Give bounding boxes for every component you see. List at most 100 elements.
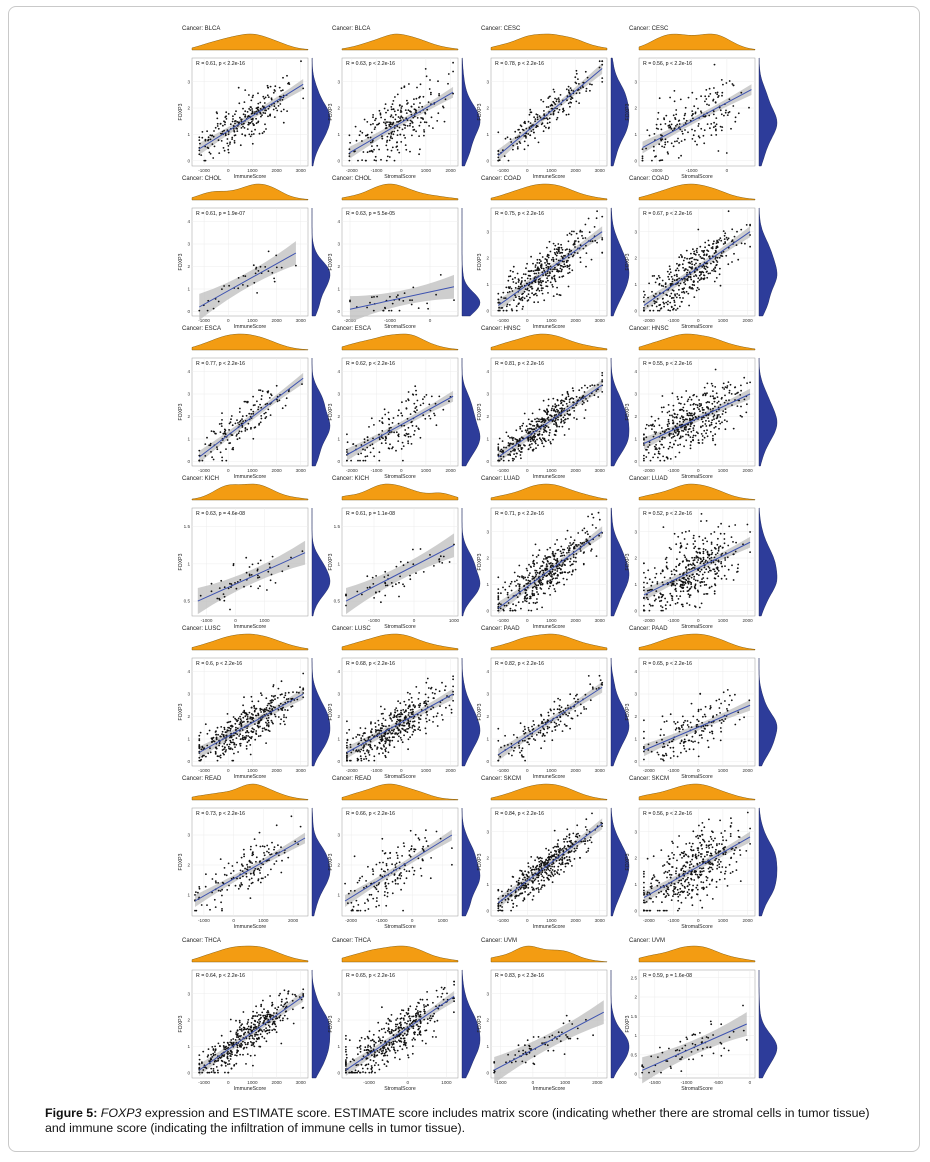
data-point: [688, 575, 691, 577]
data-point: [258, 389, 260, 391]
data-point: [718, 256, 721, 259]
data-point: [369, 444, 372, 447]
data-point: [397, 414, 399, 417]
x-axis-label: StromalScore: [384, 174, 416, 180]
data-point: [370, 131, 373, 134]
data-point: [725, 236, 728, 239]
data-point: [681, 132, 684, 135]
data-point: [687, 292, 690, 295]
data-point: [529, 286, 532, 288]
data-point: [579, 87, 582, 89]
y-tick-label: 2: [187, 106, 190, 111]
data-point: [658, 596, 660, 598]
data-point: [259, 389, 262, 392]
data-point: [441, 681, 443, 684]
data-point: [199, 142, 201, 145]
data-point: [689, 404, 692, 406]
data-point: [570, 98, 572, 101]
data-point: [651, 290, 653, 293]
x-density-curve: [341, 183, 459, 201]
data-point: [713, 590, 716, 593]
data-point: [573, 417, 575, 419]
data-point: [568, 232, 571, 235]
data-point: [664, 141, 667, 144]
data-point: [582, 563, 585, 566]
data-point: [430, 708, 432, 711]
data-point: [711, 246, 714, 248]
data-point: [390, 114, 393, 116]
data-point: [393, 130, 396, 133]
data-point: [538, 433, 541, 435]
data-point: [505, 286, 508, 289]
data-point: [562, 551, 565, 554]
data-point: [690, 278, 693, 281]
data-point: [648, 578, 651, 581]
data-point: [221, 130, 224, 133]
data-point: [206, 732, 209, 735]
data-point: [399, 718, 401, 721]
data-point: [539, 279, 542, 282]
y-tick-label: 2: [634, 414, 637, 419]
data-point: [425, 732, 427, 735]
data-point: [702, 394, 704, 397]
data-point: [510, 141, 513, 143]
data-point: [546, 246, 548, 249]
data-point: [715, 123, 718, 126]
data-point: [534, 602, 537, 605]
data-point: [360, 748, 363, 751]
panel-title: Cancer: COAD: [481, 176, 522, 182]
data-point: [386, 148, 389, 151]
data-point: [396, 720, 398, 723]
x-density-curve: [638, 333, 756, 351]
data-point: [232, 759, 235, 762]
data-point: [521, 424, 524, 427]
data-point: [706, 401, 709, 403]
y-tick-label: 2: [486, 256, 489, 261]
data-point: [651, 428, 653, 430]
data-point: [567, 256, 570, 259]
data-point: [715, 250, 717, 253]
data-point: [690, 586, 693, 588]
data-point: [507, 596, 510, 599]
data-point: [569, 542, 571, 544]
data-point: [652, 295, 655, 297]
data-point: [542, 572, 545, 574]
data-point: [535, 420, 538, 423]
y-tick-label: 0: [486, 158, 489, 163]
data-point: [672, 145, 675, 148]
data-point: [661, 570, 664, 573]
data-point: [692, 537, 695, 539]
data-point: [249, 135, 252, 138]
data-point: [588, 395, 591, 397]
data-point: [536, 608, 538, 610]
data-point: [229, 739, 232, 742]
data-point: [358, 134, 361, 137]
data-point: [545, 126, 547, 129]
data-point: [655, 443, 657, 446]
data-point: [668, 410, 671, 413]
data-point: [656, 581, 659, 583]
data-point: [530, 566, 532, 568]
data-point: [708, 255, 711, 258]
data-point: [555, 248, 558, 251]
data-point: [527, 274, 530, 277]
data-point: [544, 569, 547, 572]
data-point: [712, 113, 715, 116]
data-point: [243, 720, 245, 723]
data-point: [712, 395, 714, 398]
data-point: [671, 278, 674, 280]
data-point: [597, 384, 599, 386]
data-point: [539, 570, 542, 573]
data-point: [385, 144, 388, 147]
data-point: [438, 560, 441, 563]
data-point: [563, 260, 565, 263]
data-point: [654, 576, 657, 579]
data-point: [712, 98, 715, 101]
data-point: [243, 736, 246, 739]
data-point: [529, 572, 531, 574]
data-point: [566, 578, 568, 581]
data-point: [708, 557, 711, 560]
data-point: [409, 574, 411, 577]
data-point: [204, 139, 207, 142]
data-point: [675, 570, 678, 572]
